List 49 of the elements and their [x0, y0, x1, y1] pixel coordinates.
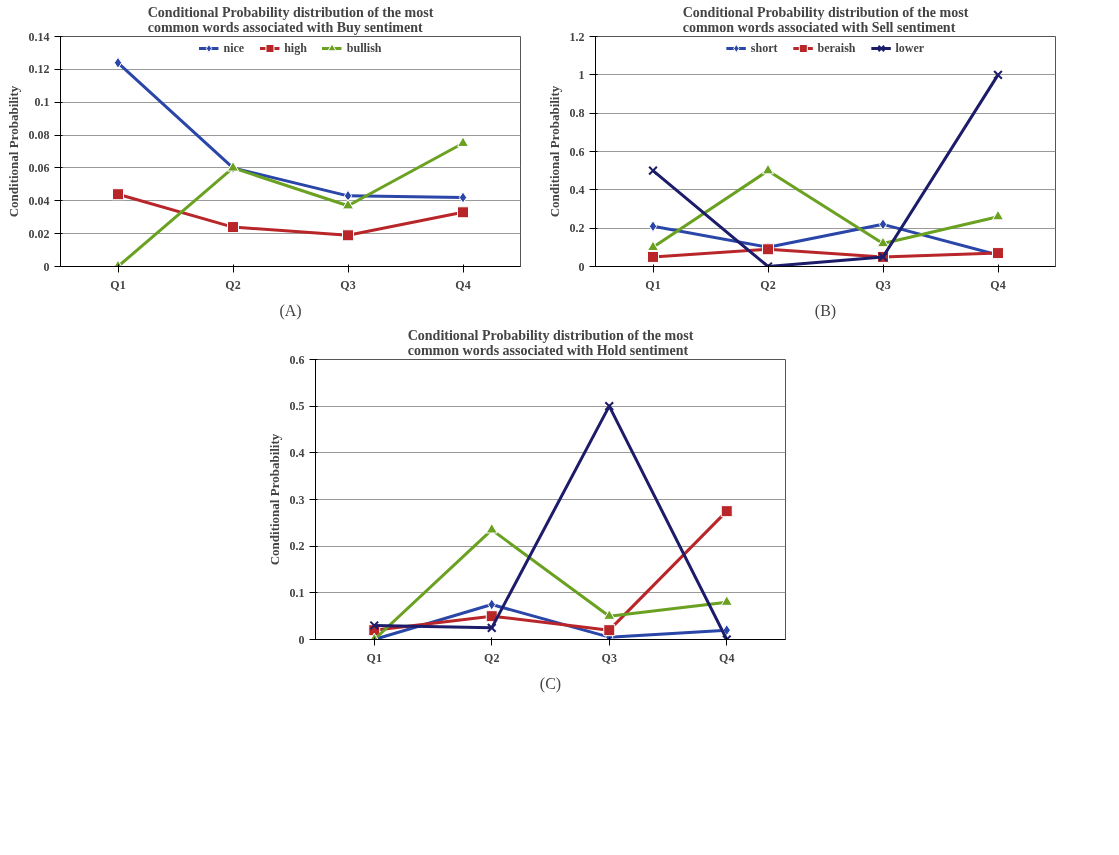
- chart-title: Conditional Probability distribution of the most common words associated with Sell sentiment: [682, 4, 969, 35]
- y-tick-label: 0: [578, 259, 585, 274]
- x-tick-label: Q3: [601, 650, 617, 665]
- text: (C): [539, 674, 562, 693]
- y-tick-label: 0.08: [28, 128, 50, 143]
- text: (B): [814, 301, 837, 320]
- y-tick-label: 0.4: [569, 182, 585, 197]
- x-tick-label: Q4: [719, 650, 735, 665]
- legend-label: lower: [895, 40, 925, 56]
- y-tick-label: 0.2: [289, 539, 305, 554]
- y-tick-label: 0.5: [289, 399, 305, 414]
- y-tick-label: 0.2: [569, 221, 585, 236]
- text: (A): [279, 301, 302, 320]
- legend-label: beraish: [817, 40, 856, 56]
- y-tick-label: 0.1: [34, 95, 50, 110]
- x-tick-label: Q1: [110, 277, 126, 292]
- x-tick-label: Q2: [225, 277, 241, 292]
- x-tick-label: Q1: [645, 277, 661, 292]
- y-tick-label: 0: [298, 632, 305, 647]
- y-tick-label: 0.04: [28, 193, 50, 208]
- y-axis-title: Conditional Probability: [266, 433, 282, 566]
- y-tick-label: 0.6: [289, 352, 305, 367]
- y-tick-label: 0.02: [28, 226, 50, 241]
- y-axis-title: Conditional Probability: [5, 85, 21, 218]
- y-tick-label: 0.6: [569, 144, 585, 159]
- y-tick-label: 0.14: [28, 29, 50, 44]
- y-tick-label: 0.1: [289, 585, 305, 600]
- x-tick-label: Q2: [484, 650, 500, 665]
- chart-title: Conditional Probability distribution of the most common words associated with Buy sentiment: [147, 4, 434, 35]
- x-tick-label: Q3: [875, 277, 891, 292]
- legend-label: short: [750, 40, 778, 56]
- legend-label: nice: [223, 40, 245, 56]
- x-tick-label: Q2: [760, 277, 776, 292]
- x-tick-label: Q4: [990, 277, 1006, 292]
- y-tick-label: 0.12: [28, 62, 50, 77]
- legend-label: high: [284, 40, 307, 56]
- legend-label: bullish: [346, 40, 382, 56]
- y-tick-label: 0.4: [289, 445, 305, 460]
- y-tick-label: 0: [43, 259, 50, 274]
- y-tick-label: 1: [578, 67, 585, 82]
- y-tick-label: 0.06: [28, 160, 50, 175]
- y-tick-label: 0.8: [569, 106, 585, 121]
- chart-title: Conditional Probability distribution of the most common words associated with Hold sentiment: [407, 327, 694, 358]
- y-tick-label: 1.2: [569, 29, 585, 44]
- x-tick-label: Q1: [366, 650, 382, 665]
- y-axis-title: Conditional Probability: [546, 85, 562, 218]
- x-tick-label: Q3: [340, 277, 356, 292]
- x-tick-label: Q4: [455, 277, 471, 292]
- y-tick-label: 0.3: [289, 492, 305, 507]
